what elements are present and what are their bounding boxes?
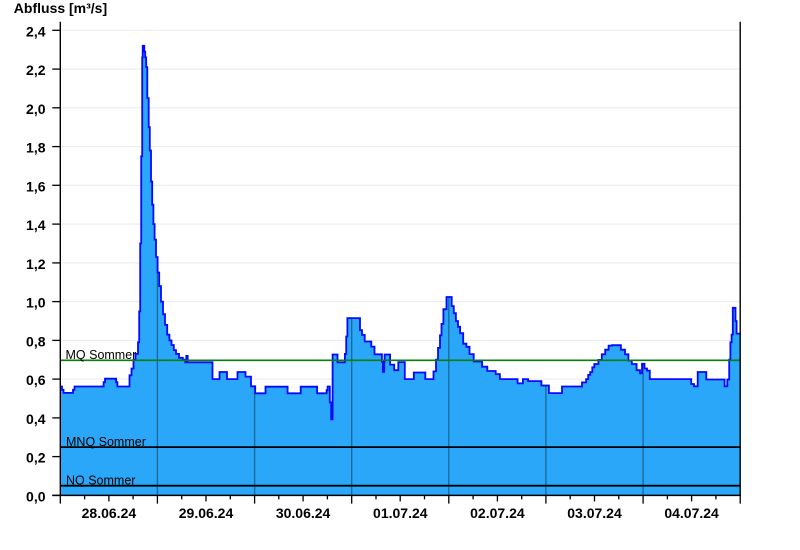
svg-text:0,0: 0,0 bbox=[26, 488, 46, 504]
svg-text:30.06.24: 30.06.24 bbox=[276, 505, 331, 521]
svg-text:28.06.24: 28.06.24 bbox=[82, 505, 137, 521]
svg-text:02.07.24: 02.07.24 bbox=[470, 505, 525, 521]
svg-text:2,0: 2,0 bbox=[26, 101, 46, 117]
svg-text:1,4: 1,4 bbox=[26, 217, 46, 233]
svg-text:NQ Sommer: NQ Sommer bbox=[66, 474, 135, 488]
svg-text:0,8: 0,8 bbox=[26, 333, 46, 349]
svg-text:2,2: 2,2 bbox=[26, 62, 46, 78]
svg-text:1,0: 1,0 bbox=[26, 295, 46, 311]
svg-text:2,4: 2,4 bbox=[26, 23, 46, 39]
svg-text:0,2: 0,2 bbox=[26, 450, 46, 466]
svg-text:0,4: 0,4 bbox=[26, 411, 46, 427]
svg-text:03.07.24: 03.07.24 bbox=[567, 505, 622, 521]
svg-text:29.06.24: 29.06.24 bbox=[179, 505, 234, 521]
svg-text:1,2: 1,2 bbox=[26, 256, 46, 272]
svg-text:1,6: 1,6 bbox=[26, 178, 46, 194]
svg-text:1,8: 1,8 bbox=[26, 140, 46, 156]
svg-text:01.07.24: 01.07.24 bbox=[373, 505, 428, 521]
svg-text:MQ Sommer: MQ Sommer bbox=[66, 348, 137, 362]
svg-text:04.07.24: 04.07.24 bbox=[664, 505, 719, 521]
svg-text:0,6: 0,6 bbox=[26, 372, 46, 388]
svg-text:MNQ Sommer: MNQ Sommer bbox=[66, 435, 146, 449]
svg-text:Abfluss [m³/s]: Abfluss [m³/s] bbox=[14, 0, 107, 16]
